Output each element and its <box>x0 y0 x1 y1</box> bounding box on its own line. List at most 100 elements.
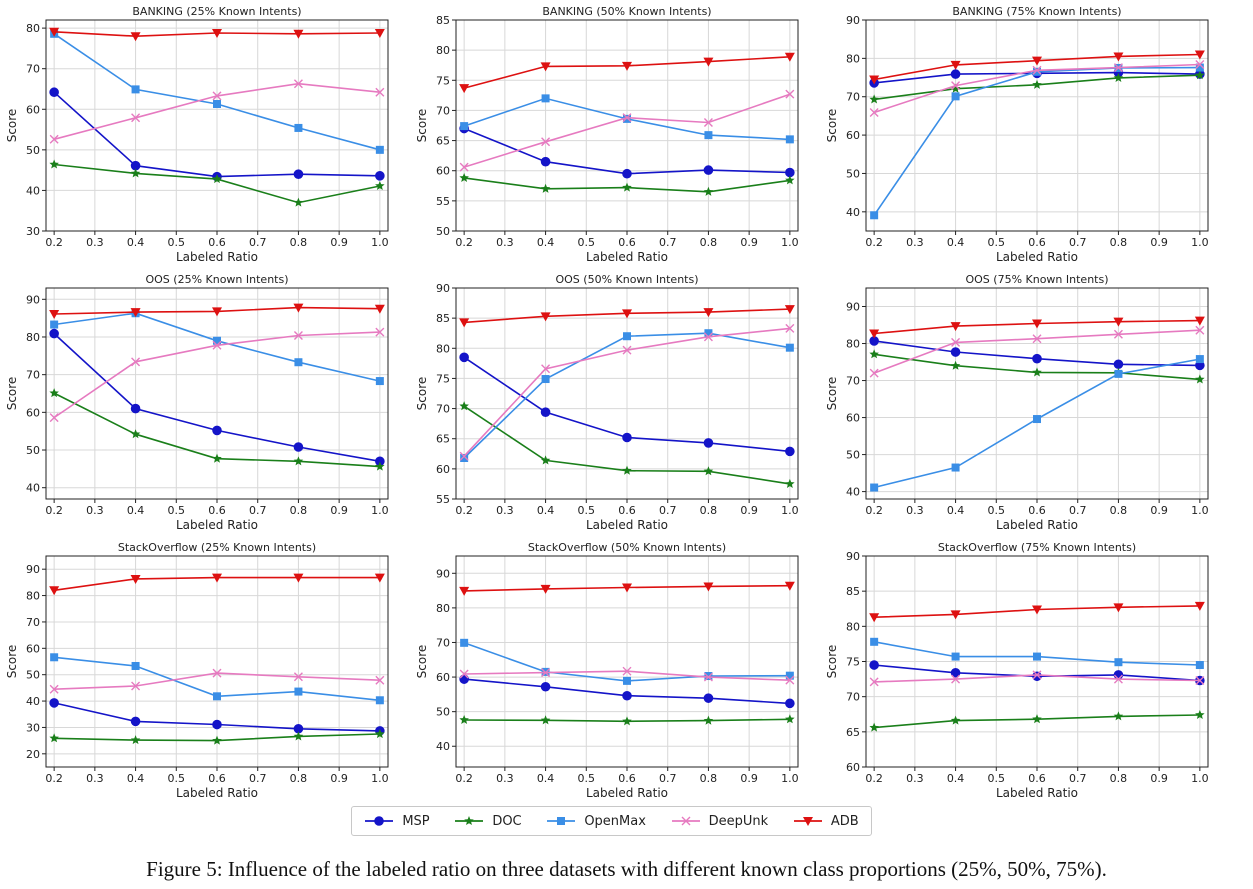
x-tick-label: 0.9 <box>330 236 348 249</box>
data-point <box>50 653 59 662</box>
series-doc <box>869 70 1205 104</box>
y-axis-label: Score <box>5 109 19 143</box>
x-tick-label: 0.2 <box>865 236 883 249</box>
data-point <box>1113 711 1124 721</box>
x-tick-label: 0.7 <box>659 504 677 517</box>
data-point <box>212 28 222 38</box>
series-msp <box>869 336 1205 371</box>
y-tick-label: 90 <box>846 301 860 314</box>
x-tick-label: 0.8 <box>700 504 718 517</box>
y-tick-label: 70 <box>846 91 860 104</box>
x-axis-label: Labeled Ratio <box>586 250 668 264</box>
legend-label: OpenMax <box>584 813 646 829</box>
series-adb <box>49 27 385 42</box>
data-point <box>703 582 714 592</box>
y-tick-label: 80 <box>436 44 450 57</box>
y-tick-label: 40 <box>26 482 40 495</box>
x-axis-label: Labeled Ratio <box>176 250 258 264</box>
series-doc <box>459 401 795 488</box>
chart-panel-1: 0.2 0.3 0.4 0.5 0.6 0.7 0.8 0.9 1.0 30 40 50 60 70 80 B… <box>5 5 389 264</box>
data-point <box>703 165 714 175</box>
data-point <box>540 183 551 193</box>
series-deepunk <box>459 666 795 685</box>
x-tick-label: 0.9 <box>1150 236 1168 249</box>
data-point <box>49 159 59 169</box>
y-axis-label: Score <box>5 377 19 411</box>
x-tick-label: 0.6 <box>208 772 226 785</box>
data-point <box>213 99 221 108</box>
data-point <box>212 425 222 436</box>
data-point <box>622 168 632 179</box>
y-tick-label: 80 <box>436 342 450 355</box>
y-tick-label: 80 <box>846 338 860 351</box>
x-tick-label: 1.0 <box>1191 772 1209 785</box>
legend: MSP DOC OpenMax DeepUnk ADB <box>351 806 872 836</box>
y-tick-label: 40 <box>846 486 860 499</box>
x-tick-label: 0.5 <box>168 772 186 785</box>
y-tick-label: 85 <box>436 14 450 27</box>
chart-title: OOS (50% Known Intents) <box>555 273 698 286</box>
y-tick-label: 75 <box>436 372 450 385</box>
data-point <box>375 377 384 386</box>
x-tick-label: 1.0 <box>1191 236 1209 249</box>
x-tick-label: 0.6 <box>1028 236 1046 249</box>
data-point <box>1032 605 1042 615</box>
y-tick-label: 70 <box>846 375 860 388</box>
y-tick-label: 60 <box>26 642 40 655</box>
data-point <box>951 337 961 347</box>
series-openmax <box>870 637 1204 670</box>
x-axis-label: Labeled Ratio <box>996 250 1078 264</box>
legend-label: MSP <box>402 813 430 829</box>
data-point <box>293 29 304 39</box>
series-adb <box>459 52 795 94</box>
data-point <box>784 52 795 62</box>
data-point <box>1195 70 1205 80</box>
data-point <box>49 698 59 708</box>
y-tick-label: 60 <box>846 761 860 774</box>
data-point <box>459 451 469 461</box>
y-tick-label: 65 <box>846 726 860 739</box>
legend-marker <box>464 816 475 826</box>
data-point <box>540 584 551 594</box>
series-doc <box>49 388 385 471</box>
x-axis-label: Labeled Ratio <box>996 518 1078 532</box>
x-tick-label: 0.9 <box>330 504 348 517</box>
data-point <box>1033 67 1041 76</box>
y-tick-label: 50 <box>436 225 450 238</box>
y-tick-label: 90 <box>436 567 450 580</box>
data-point <box>869 677 879 687</box>
series-msp <box>49 87 385 182</box>
series-doc <box>49 729 385 745</box>
x-tick-label: 0.5 <box>578 772 596 785</box>
legend-label: DeepUnk <box>708 813 769 829</box>
data-point <box>869 368 879 378</box>
series-msp <box>49 698 385 736</box>
data-point <box>212 340 222 350</box>
chart-title: StackOverflow (25% Known Intents) <box>118 541 316 554</box>
data-point <box>294 687 303 696</box>
figure-caption: Figure 5: Influence of the labeled ratio… <box>146 857 1107 881</box>
x-tick-label: 0.3 <box>86 504 104 517</box>
data-point <box>950 60 961 70</box>
x-tick-label: 0.2 <box>455 772 473 785</box>
data-point <box>293 79 303 89</box>
data-point <box>1113 674 1123 684</box>
y-tick-label: 70 <box>846 691 860 704</box>
x-tick-label: 0.7 <box>249 504 267 517</box>
chart-panel-9: 0.2 0.3 0.4 0.5 0.6 0.7 0.8 0.9 1.0 60 65 70 75 80 85 9… <box>825 541 1209 800</box>
plot-frame <box>45 19 389 232</box>
data-point <box>459 586 470 596</box>
y-axis-label: Score <box>825 645 839 679</box>
data-point <box>1032 79 1042 89</box>
chart-panel-2: 0.2 0.3 0.4 0.5 0.6 0.7 0.8 0.9 1.0 50 55 60 65 70 75 8… <box>415 5 799 264</box>
data-point <box>213 692 221 701</box>
x-tick-label: 1.0 <box>1191 504 1209 517</box>
data-point <box>375 327 385 337</box>
data-point <box>869 613 880 623</box>
x-axis-label: Labeled Ratio <box>586 786 668 800</box>
x-tick-label: 0.2 <box>455 236 473 249</box>
data-point <box>950 360 961 370</box>
data-point <box>622 716 632 726</box>
data-point <box>703 672 713 682</box>
x-tick-label: 0.4 <box>127 236 145 249</box>
